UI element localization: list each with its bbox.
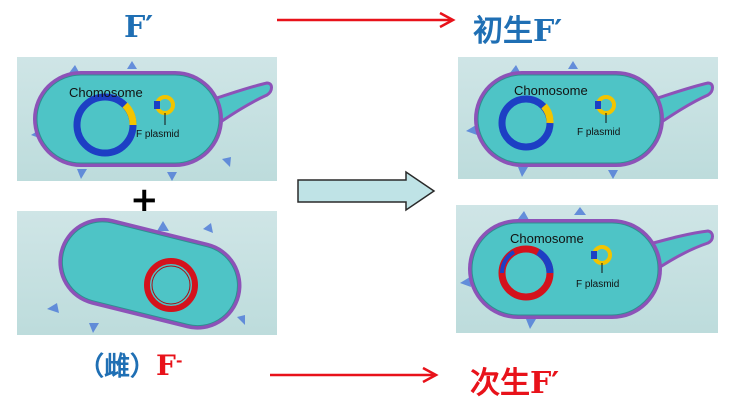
recipient-label: （雌）F-	[78, 346, 183, 383]
top-red-arrow	[277, 11, 456, 29]
secondary-f-prime-label: 次生F′	[470, 366, 560, 401]
recipient-prefix: （雌）	[78, 352, 157, 382]
recipient-f: F	[156, 349, 176, 382]
recipient-cell-panel	[17, 211, 277, 335]
primary-result-illustration: Chomosome F plasmid	[466, 61, 714, 179]
plasmid-label-c: F plasmid	[576, 279, 619, 290]
donor-label: F′	[124, 10, 154, 45]
secondary-result-panel: Chomosome F plasmid	[456, 205, 718, 333]
bottom-red-arrow	[270, 366, 439, 384]
chromosome-label: Chomosome	[69, 85, 143, 100]
primary-f-prime-label: 初生F′	[473, 14, 563, 49]
chromosome-label-b: Chomosome	[514, 83, 588, 98]
block-arrow	[297, 170, 436, 212]
recipient-cell-illustration	[47, 217, 245, 333]
chromosome-label-c: Chomosome	[510, 231, 584, 246]
donor-cell-panel: Chomosome F plasmid	[17, 57, 277, 181]
primary-result-panel: Chomosome F plasmid	[458, 57, 718, 179]
plasmid-label-b: F plasmid	[577, 127, 620, 138]
recipient-sup: -	[175, 350, 183, 370]
donor-cell-illustration: Chomosome F plasmid	[31, 61, 273, 181]
secondary-result-illustration: Chomosome F plasmid	[460, 207, 714, 329]
plasmid-label: F plasmid	[136, 129, 179, 140]
